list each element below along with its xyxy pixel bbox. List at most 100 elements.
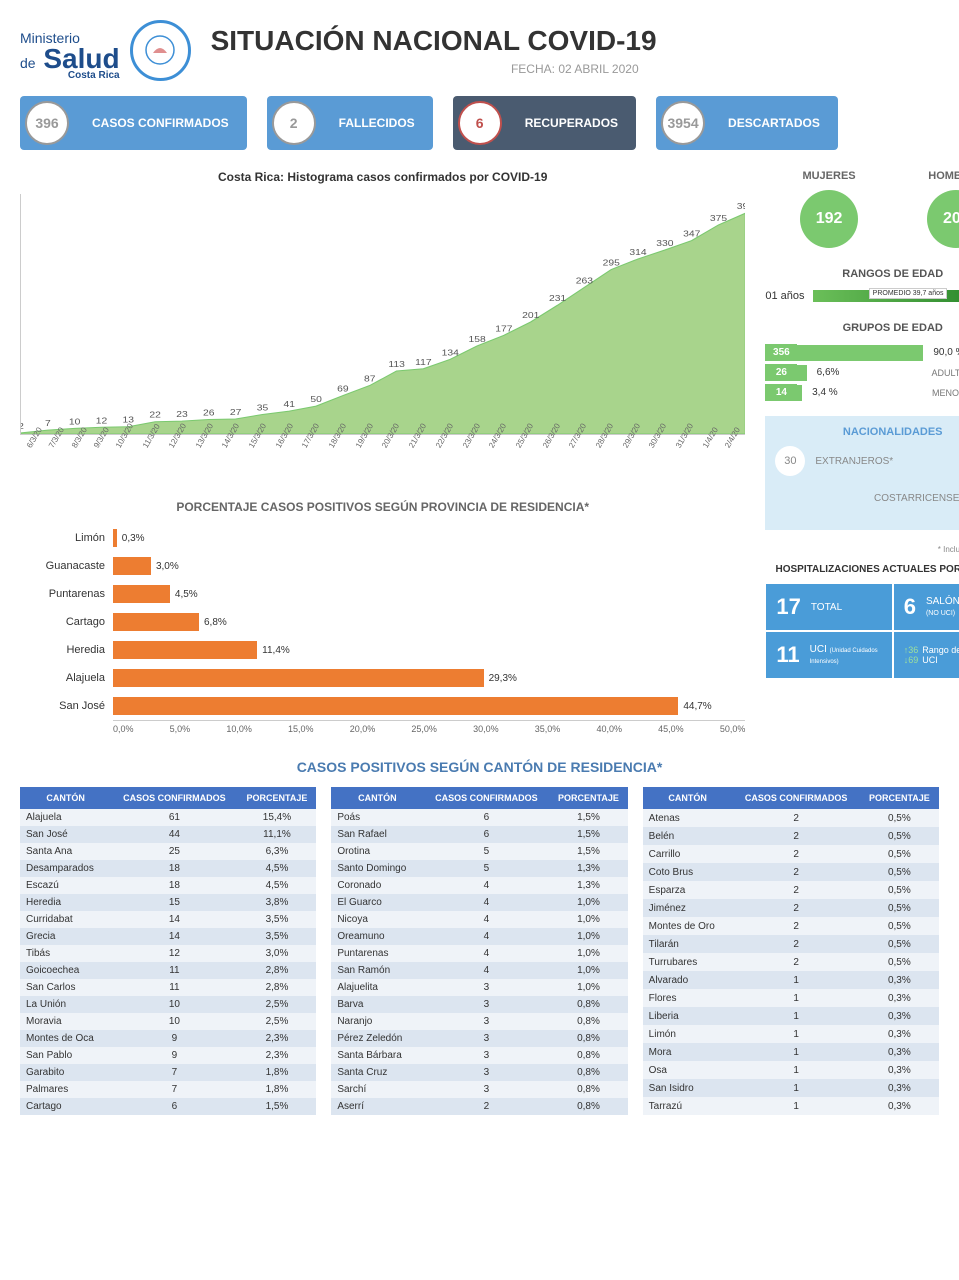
- age-count: 26: [765, 364, 797, 381]
- hosp-salon-sub: (NO UCI): [926, 610, 955, 617]
- canton-cell: 14: [111, 911, 237, 928]
- country-label: Costa Rica: [20, 71, 120, 80]
- canton-row: Pérez Zeledón30,8%: [331, 1030, 627, 1047]
- badge-value: 396: [25, 101, 69, 145]
- canton-cell: Cartago: [20, 1098, 111, 1115]
- province-row: Puntarenas 4,5%: [20, 580, 745, 608]
- canton-cell: Belén: [643, 827, 733, 845]
- canton-cell: 2,5%: [238, 1013, 317, 1030]
- canton-cell: Oreamuno: [331, 928, 423, 945]
- age-group-row: 356 90,0 % ADULTOS: [765, 344, 959, 361]
- hosp-grid: 17 TOTAL 6 SALÓN(NO UCI) 11 UCI (Unidad …: [765, 583, 959, 679]
- canton-row: Alvarado10,3%: [643, 971, 939, 989]
- canton-cell: 4: [423, 911, 549, 928]
- canton-cell: 14: [111, 928, 237, 945]
- hombres-label: HOMBRES: [927, 170, 959, 182]
- canton-cell: Atenas: [643, 809, 733, 827]
- svg-text:134: 134: [442, 348, 459, 357]
- canton-cell: 0,5%: [860, 953, 939, 971]
- canton-row: Garabito71,8%: [20, 1064, 316, 1081]
- canton-cell: Carrillo: [643, 845, 733, 863]
- age-pct: 6,6%: [817, 367, 862, 378]
- canton-row: Nicoya41,0%: [331, 911, 627, 928]
- age-groups-title: GRUPOS DE EDAD: [765, 322, 959, 334]
- gender-row: MUJERES 192 HOMBRES 204: [765, 170, 959, 248]
- seal-icon: [130, 20, 191, 81]
- canton-cell: 2: [733, 935, 860, 953]
- canton-cell: Liberia: [643, 1007, 733, 1025]
- canton-row: Jiménez20,5%: [643, 899, 939, 917]
- canton-cell: 0,5%: [860, 845, 939, 863]
- canton-cell: 7: [111, 1081, 237, 1098]
- province-row: Cartago 6,8%: [20, 608, 745, 636]
- hosp-range-label: Rango de edades UCI: [922, 645, 959, 665]
- canton-row: Aserrí20,8%: [331, 1098, 627, 1115]
- canton-header: CASOS CONFIRMADOS: [733, 787, 860, 809]
- canton-cell: 0,8%: [549, 1081, 627, 1098]
- canton-cell: Curridabat: [20, 911, 111, 928]
- nat-note: * Incluye los residentes: [765, 545, 959, 554]
- canton-cell: 2,5%: [238, 996, 317, 1013]
- hosp-range-max: 69: [908, 655, 918, 665]
- canton-cell: 0,8%: [549, 1098, 627, 1115]
- canton-cell: 4,5%: [238, 877, 317, 894]
- canton-cell: Tilarán: [643, 935, 733, 953]
- badge-label: DESCARTADOS: [710, 116, 838, 130]
- canton-row: Tibás123,0%: [20, 945, 316, 962]
- svg-text:263: 263: [576, 276, 593, 285]
- province-name: Limón: [20, 532, 113, 544]
- province-row: Heredia 11,4%: [20, 636, 745, 664]
- canton-cell: 1,5%: [549, 843, 627, 860]
- canton-cell: 2: [733, 881, 860, 899]
- canton-cell: 2,8%: [238, 962, 317, 979]
- canton-cell: 1,0%: [549, 928, 627, 945]
- age-label: MENORES DE EDAD: [857, 388, 959, 398]
- canton-cell: 3: [423, 1047, 549, 1064]
- canton-cell: 3,0%: [238, 945, 317, 962]
- canton-header: CASOS CONFIRMADOS: [111, 787, 237, 809]
- svg-text:7: 7: [45, 419, 51, 428]
- canton-cell: 0,8%: [549, 996, 627, 1013]
- canton-cell: 3: [423, 1064, 549, 1081]
- canton-cell: Goicoechea: [20, 962, 111, 979]
- canton-cell: 0,5%: [860, 935, 939, 953]
- canton-row: Alajuelita31,0%: [331, 979, 627, 996]
- canton-cell: 0,3%: [860, 1097, 939, 1115]
- canton-cell: Osa: [643, 1061, 733, 1079]
- canton-cell: 1: [733, 1007, 860, 1025]
- svg-text:26: 26: [203, 409, 215, 418]
- canton-cell: 1: [733, 1025, 860, 1043]
- mujeres-circle: 192: [800, 190, 858, 248]
- canton-row: Curridabat143,5%: [20, 911, 316, 928]
- canton-cell: 1,5%: [238, 1098, 317, 1115]
- canton-row: San José4411,1%: [20, 826, 316, 843]
- canton-cell: Santa Ana: [20, 843, 111, 860]
- canton-cell: El Guarco: [331, 894, 423, 911]
- province-row: Limón 0,3%: [20, 524, 745, 552]
- canton-row: Santa Bárbara30,8%: [331, 1047, 627, 1064]
- canton-cell: Sarchí: [331, 1081, 423, 1098]
- canton-row: Puntarenas41,0%: [331, 945, 627, 962]
- badge-value: 2: [272, 101, 316, 145]
- canton-cell: 0,5%: [860, 899, 939, 917]
- canton-row: San Rafael61,5%: [331, 826, 627, 843]
- badge-label: CASOS CONFIRMADOS: [74, 116, 247, 130]
- canton-header: CANTÓN: [20, 787, 111, 809]
- nationalities-box: NACIONALIDADES 30 EXTRANJEROS* COSTARRIC…: [765, 416, 959, 530]
- svg-text:41: 41: [284, 400, 296, 409]
- svg-text:69: 69: [337, 385, 349, 394]
- canton-cell: 2: [733, 845, 860, 863]
- canton-cell: 1,5%: [549, 826, 627, 843]
- province-name: Guanacaste: [20, 560, 113, 572]
- svg-text:330: 330: [656, 239, 673, 248]
- canton-cell: 7: [111, 1064, 237, 1081]
- canton-cell: 0,3%: [860, 1061, 939, 1079]
- canton-cell: San Ramón: [331, 962, 423, 979]
- canton-cell: 0,5%: [860, 917, 939, 935]
- canton-cell: 11: [111, 962, 237, 979]
- age-pct: 3,4 %: [812, 387, 857, 398]
- canton-row: Montes de Oca92,3%: [20, 1030, 316, 1047]
- canton-cell: San Pablo: [20, 1047, 111, 1064]
- svg-text:12: 12: [96, 416, 108, 425]
- canton-cell: 3: [423, 1030, 549, 1047]
